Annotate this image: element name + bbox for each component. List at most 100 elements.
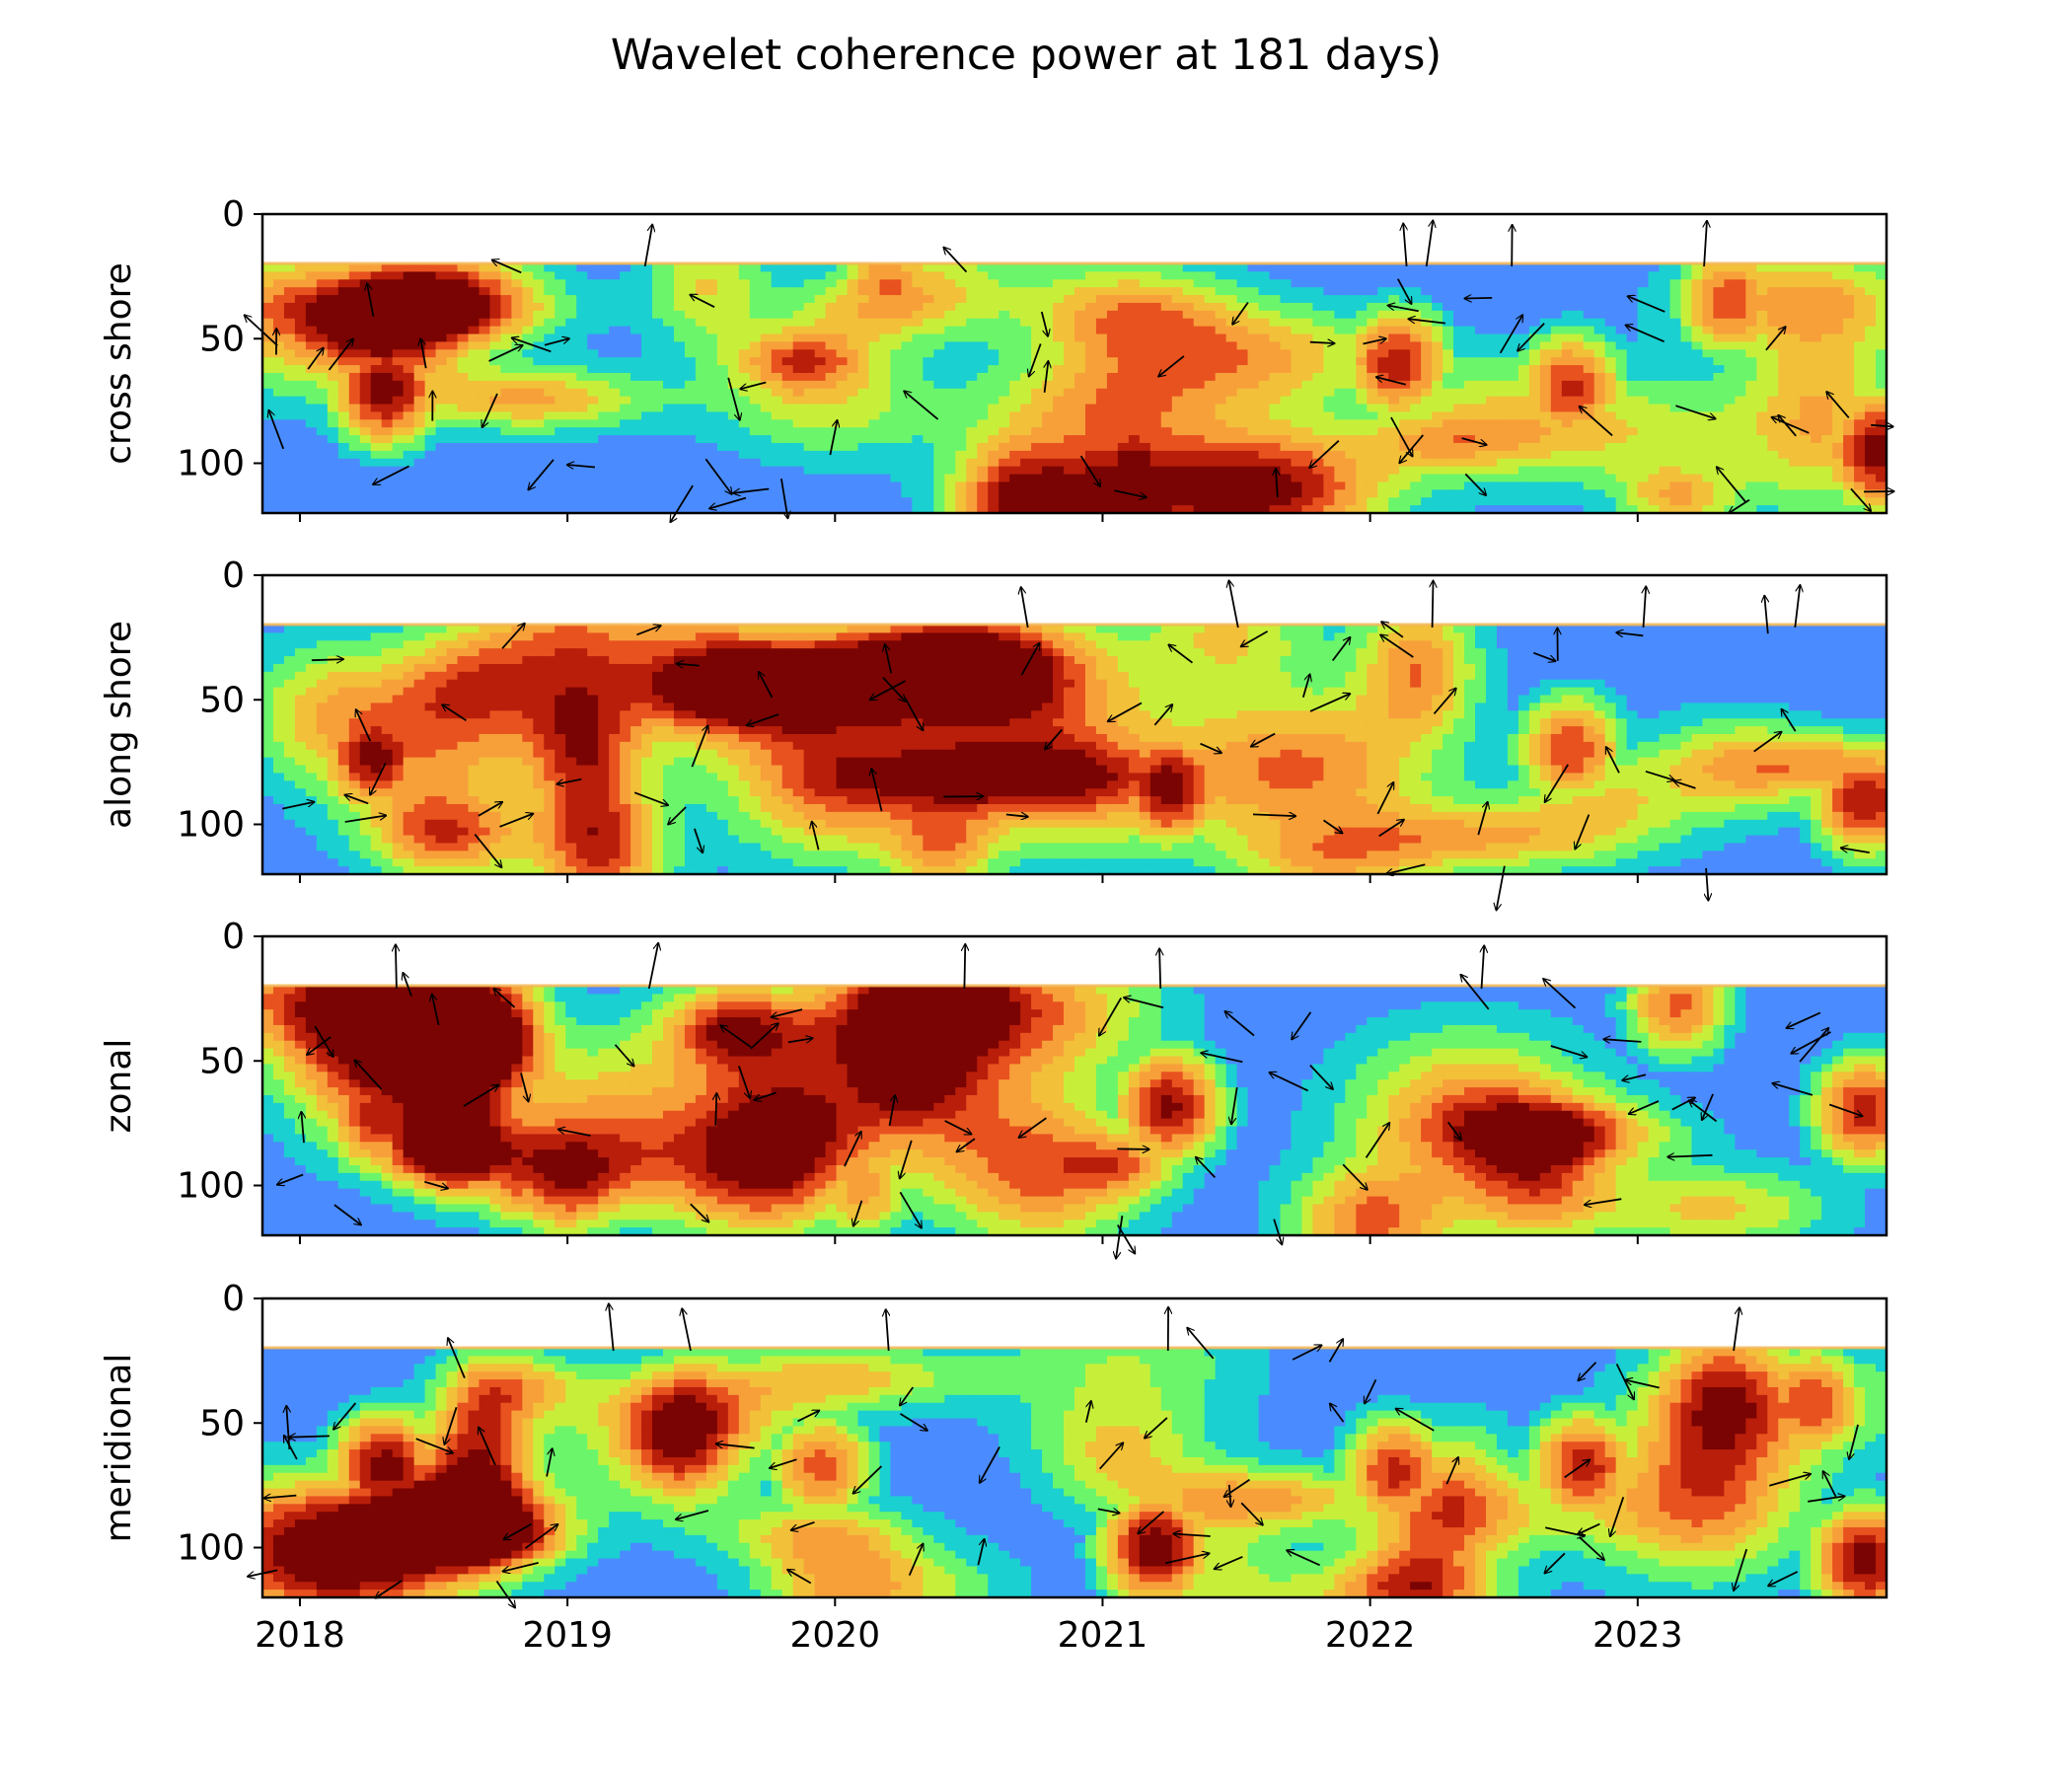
phase-arrow	[1365, 1123, 1390, 1158]
phase-arrow	[556, 777, 582, 784]
y-tick-label: 0	[222, 194, 245, 235]
phase-arrow	[396, 944, 397, 990]
phase-arrow	[1084, 1401, 1091, 1423]
phase-arrow	[885, 644, 893, 674]
panel-meridional: 0 50 100 2018 2019 2020 2021 2022 2023 meridional	[99, 1279, 1888, 1656]
y-tick-label: 50	[199, 1403, 245, 1443]
phase-arrow	[1215, 1555, 1243, 1569]
phase-arrow	[1578, 1362, 1597, 1381]
phase-arrow	[727, 377, 740, 420]
phase-arrow	[870, 680, 907, 700]
phase-arrow	[1114, 489, 1147, 497]
phase-arrow	[1231, 1086, 1238, 1124]
phase-arrow	[488, 345, 523, 362]
phase-arrow	[1543, 979, 1577, 1009]
phase-arrow	[432, 995, 440, 1026]
phase-arrow	[709, 496, 747, 509]
phase-arrow	[1734, 1548, 1748, 1591]
phase-arrow	[1464, 298, 1493, 299]
phase-arrow	[690, 1203, 709, 1221]
phase-arrow	[1461, 437, 1487, 445]
phase-arrow	[1704, 221, 1707, 267]
axes-frame	[260, 573, 1888, 876]
phase-arrow	[770, 1458, 797, 1468]
phase-arrow	[1309, 342, 1335, 343]
y-tick-label: 0	[222, 555, 245, 596]
phase-arrow	[474, 834, 501, 868]
phase-arrow	[787, 1570, 812, 1585]
phase-arrow	[1330, 1403, 1345, 1423]
phase-arrow	[482, 393, 498, 427]
phase-arrow	[1019, 1117, 1047, 1138]
phase-arrow	[1145, 1417, 1168, 1439]
phase-arrow	[1224, 1011, 1255, 1037]
phase-arrow	[1823, 1471, 1837, 1498]
phase-arrow	[1499, 315, 1523, 354]
phase-arrow	[375, 1580, 403, 1598]
phase-arrow	[694, 828, 703, 853]
phase-arrow	[1386, 863, 1426, 874]
phase-arrow	[1397, 278, 1412, 304]
coherence-field	[262, 261, 1887, 513]
phase-arrow	[682, 1308, 692, 1352]
phase-arrow	[1446, 1121, 1461, 1140]
phase-arrow	[1564, 1459, 1591, 1479]
phase-arrow	[1667, 1155, 1713, 1157]
phase-arrow	[964, 944, 965, 990]
phase-arrow	[1871, 425, 1893, 427]
y-axis-label: meridional	[99, 1354, 139, 1543]
phase-arrow	[1585, 1198, 1622, 1205]
axes-frame	[260, 212, 1888, 515]
phase-arrow	[643, 225, 653, 267]
phase-arrow	[738, 1066, 750, 1098]
phase-arrow	[1849, 1424, 1859, 1459]
phase-arrow	[1433, 581, 1434, 629]
phase-arrow	[1021, 587, 1029, 629]
phase-arrows	[282, 580, 1870, 910]
phase-arrow	[1287, 1550, 1320, 1567]
phase-arrow	[356, 709, 372, 742]
phase-arrow	[1772, 1083, 1813, 1096]
phase-arrow	[1273, 1219, 1282, 1245]
phase-arrow	[344, 795, 369, 805]
phase-arrow	[900, 1413, 928, 1431]
phase-arrow	[1408, 319, 1446, 325]
phase-arrow	[1477, 802, 1487, 836]
y-tick-label: 100	[177, 1166, 245, 1207]
phase-arrow	[1116, 1215, 1124, 1259]
phase-arrow	[676, 1510, 709, 1519]
phase-arrow	[1753, 732, 1782, 753]
phase-arrow	[1158, 355, 1185, 377]
phase-arrow	[444, 1407, 458, 1444]
phase-arrow	[1322, 819, 1343, 833]
phase-arrow	[1575, 814, 1591, 850]
phase-arrow	[690, 295, 715, 309]
phase-arrow	[1020, 643, 1039, 676]
phase-arrow	[333, 1402, 357, 1430]
phase-arrow	[1381, 622, 1404, 638]
phase-arrow	[670, 484, 694, 522]
phase-arrow	[704, 458, 731, 494]
phase-arrow	[493, 989, 516, 1008]
y-axis-label: zonal	[99, 1039, 139, 1134]
phase-arrow	[1099, 997, 1122, 1035]
phase-arrow	[1628, 296, 1665, 313]
x-tick-label: 2022	[1325, 1615, 1416, 1656]
phase-arrow	[1232, 301, 1249, 325]
phase-arrow	[370, 763, 387, 794]
coherence-field	[262, 1346, 1887, 1597]
y-tick-label: 50	[199, 319, 245, 359]
phase-arrow	[544, 338, 569, 346]
phase-arrow	[512, 337, 552, 353]
y-tick-label: 100	[177, 444, 245, 484]
phase-arrow	[1850, 487, 1871, 511]
phase-arrow	[567, 465, 596, 468]
phase-arrow	[1445, 1457, 1458, 1485]
phase-arrow	[479, 1428, 496, 1466]
y-tick-label: 0	[222, 1279, 245, 1319]
phase-arrow	[1168, 644, 1194, 664]
phase-arrow	[495, 1580, 516, 1608]
phase-arrow	[1124, 998, 1164, 1009]
phase-arrow	[1252, 814, 1295, 816]
phase-arrow	[301, 1112, 304, 1144]
